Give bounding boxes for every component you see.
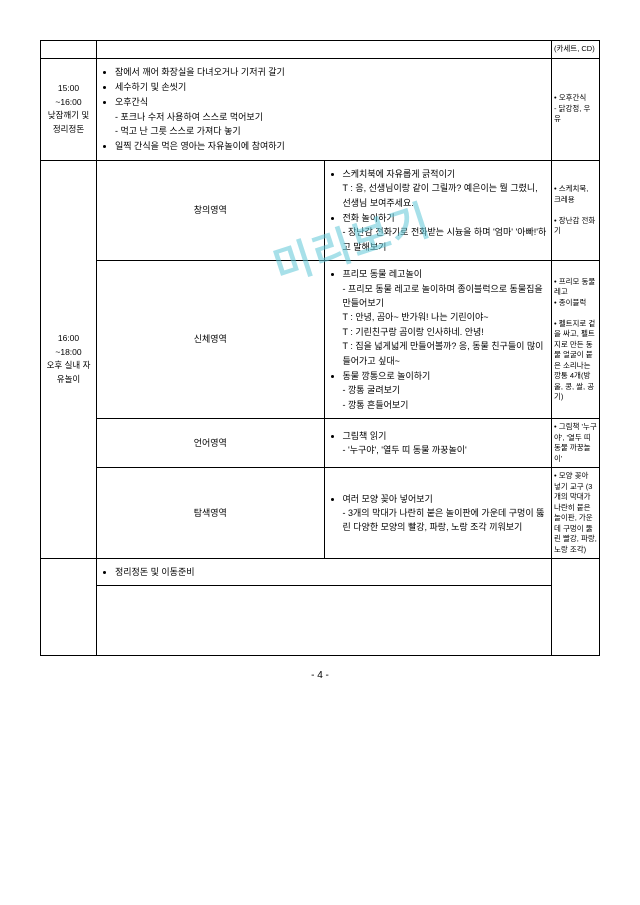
page-number: - 4 - [40, 670, 600, 681]
content-cell: 잠에서 깨어 화장실을 다녀오거나 기저귀 갈기 세수하기 및 손씻기 오후간식… [97, 58, 552, 160]
content-cell: 그림책 읽기 - '누구야', '열두 띠 동물 까꿍놀이' [324, 419, 552, 468]
list-item: - 먹고 난 그릇 스스로 가져다 놓기 [115, 124, 547, 138]
list-item: - 깡통 흔들어보기 [343, 398, 548, 412]
time-cell: 16:00 ~18:00 오후 실내 자유놀이 [41, 160, 97, 558]
list-item: 프리모 동물 레고놀이 - 프리모 동물 레고로 놀이하며 종이블럭으로 동물집… [343, 267, 548, 368]
materials-cell: (카세트, CD) [552, 41, 600, 59]
materials-cell: • 모양 꽂아 넣기 교구 (3개의 막대가 나란히 붙은 놀이판, 가운데 구… [552, 468, 600, 559]
materials-cell: • 그림책 '누구야', '열두 띠 동물 까꿍놀이' [552, 419, 600, 468]
time-cell: 15:00 ~16:00 낮잠깨기 및 정리정돈 [41, 58, 97, 160]
materials-cell [552, 559, 600, 656]
list-item: 오후간식 - 포크나 수저 사용하여 스스로 먹어보기 - 먹고 난 그릇 스스… [115, 95, 547, 138]
list-item: 동물 깡통으로 놀이하기 - 깡통 굴려보기 - 깡통 흔들어보기 [343, 369, 548, 412]
list-item: T : 집을 넓게넓게 만들어볼까? 응, 동물 친구들이 많이 들어가고 싶대… [343, 339, 548, 368]
list-item: - 포크나 수저 사용하여 스스로 먹어보기 [115, 110, 547, 124]
list-item: - 장난감 전화기로 전화받는 시늉을 하며 '엄마' '아빠!'하고 말해보기 [343, 225, 548, 254]
materials-cell: • 스케치북, 크레용 • 장난감 전화기 [552, 160, 600, 260]
list-item: - '누구야', '열두 띠 동물 까꿍놀이' [343, 443, 548, 457]
list-item: - 프리모 동물 레고로 놀이하며 종이블럭으로 동물집을 만들어보기 [343, 282, 548, 311]
area-cell: 언어영역 [97, 419, 325, 468]
list-item: 여러 모양 꽂아 넣어보기 - 3개의 막대가 나란히 붙은 놀이판에 가운데 … [343, 492, 548, 535]
area-cell: 신체영역 [97, 261, 325, 419]
list-item: 스케치북에 자유롭게 긁적이기 T : 응, 선생님이랑 같이 그릴까? 예은이… [343, 167, 548, 210]
list-item: 그림책 읽기 - '누구야', '열두 띠 동물 까꿍놀이' [343, 429, 548, 458]
content-cell: 스케치북에 자유롭게 긁적이기 T : 응, 선생님이랑 같이 그릴까? 예은이… [324, 160, 552, 260]
list-item: 정리정돈 및 이동준비 [115, 565, 547, 579]
empty-cell [97, 586, 552, 656]
list-item: 일찍 간식을 먹은 영아는 자유놀이에 참여하기 [115, 139, 547, 153]
list-item: 잠에서 깨어 화장실을 다녀오거나 기저귀 갈기 [115, 65, 547, 79]
area-cell: 창의영역 [97, 160, 325, 260]
list-item: - 3개의 막대가 나란히 붙은 놀이판에 가운데 구멍이 뚫린 다양한 모양의… [343, 506, 548, 535]
content-cell: 여러 모양 꽂아 넣어보기 - 3개의 막대가 나란히 붙은 놀이판에 가운데 … [324, 468, 552, 559]
list-item: T : 기린친구랑 곰이랑 인사하네. 안녕! [343, 325, 548, 339]
list-item: - 깡통 굴려보기 [343, 383, 548, 397]
list-item: 전화 놀이하기 - 장난감 전화기로 전화받는 시늉을 하며 '엄마' '아빠!… [343, 211, 548, 254]
cell [41, 41, 97, 59]
list-item: 세수하기 및 손씻기 [115, 80, 547, 94]
cell [97, 41, 552, 59]
time-cell [41, 559, 97, 656]
content-cell: 프리모 동물 레고놀이 - 프리모 동물 레고로 놀이하며 종이블럭으로 동물집… [324, 261, 552, 419]
materials-cell: • 프리모 동물 레고 • 종이블럭 • 펠트지로 겉을 싸고, 펠트지로 만든… [552, 261, 600, 419]
list-item: T : 안녕, 곰아~ 반가워! 나는 기린이야~ [343, 310, 548, 324]
content-cell: 정리정돈 및 이동준비 [97, 559, 552, 586]
materials-cell: • 오후간식 - 닭강정, 우유 [552, 58, 600, 160]
list-item: T : 응, 선생님이랑 같이 그릴까? 예은이는 뭘 그렸니, 선생님 보여주… [343, 181, 548, 210]
area-cell: 탐색영역 [97, 468, 325, 559]
schedule-table: (카세트, CD) 15:00 ~16:00 낮잠깨기 및 정리정돈 잠에서 깨… [40, 40, 600, 656]
